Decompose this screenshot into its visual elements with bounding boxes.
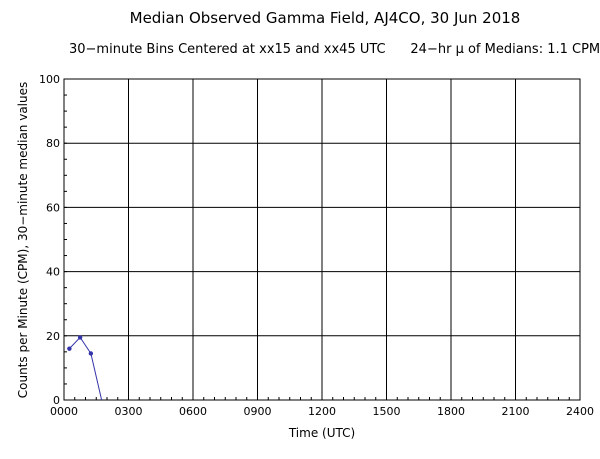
y-tick-label: 60 — [46, 201, 60, 214]
axis-ticks — [63, 78, 581, 401]
data-point — [67, 346, 72, 351]
y-tick-labels: 0 20 40 60 80 100 — [39, 73, 60, 407]
x-tick-label: 0600 — [179, 405, 207, 418]
y-axis-label: Counts per Minute (CPM), 30−minute media… — [16, 82, 30, 399]
x-tick-label: 0900 — [244, 405, 272, 418]
series-median-cpm — [67, 335, 103, 401]
series-line — [69, 336, 103, 401]
data-point — [77, 335, 83, 340]
x-tick-label: 0300 — [115, 405, 143, 418]
x-tick-label: 2100 — [502, 405, 530, 418]
data-point — [88, 351, 94, 356]
y-tick-label: 0 — [53, 394, 60, 407]
x-axis-label: Time (UTC) — [288, 426, 355, 440]
y-tick-label: 80 — [46, 137, 60, 150]
chart-title: Median Observed Gamma Field, AJ4CO, 30 J… — [129, 9, 521, 27]
x-tick-label: 0000 — [50, 405, 78, 418]
chart-subtitle: 30−minute Bins Centered at xx15 and xx45… — [69, 42, 600, 57]
x-tick-label: 1200 — [308, 405, 336, 418]
x-tick-label: 1500 — [373, 405, 401, 418]
y-tick-label: 100 — [39, 73, 60, 86]
y-tick-label: 20 — [46, 330, 60, 343]
y-tick-label: 40 — [46, 266, 60, 279]
x-tick-label: 1800 — [437, 405, 465, 418]
x-tick-label: 2400 — [566, 405, 594, 418]
x-tick-labels: 0000 0300 0600 0900 1200 1500 1800 2100 2400 — [50, 405, 594, 418]
grid-lines — [64, 79, 580, 400]
